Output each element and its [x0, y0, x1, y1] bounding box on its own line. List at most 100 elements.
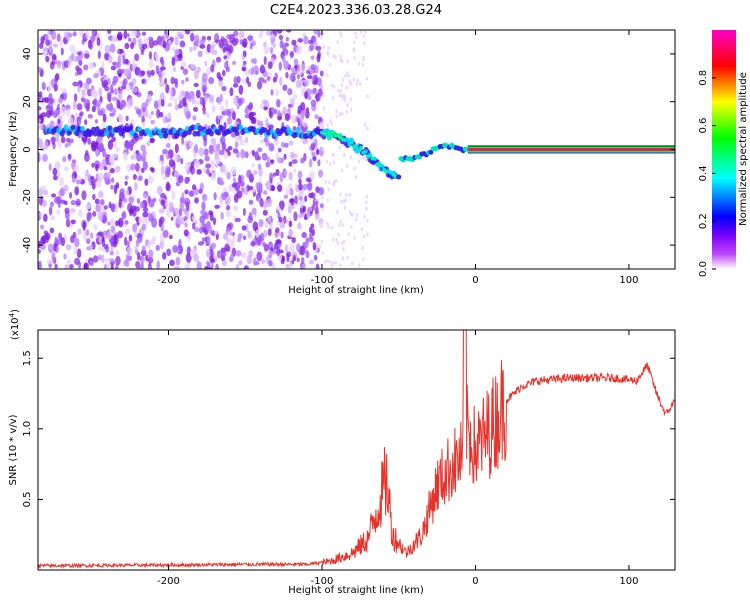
noise-speck — [138, 217, 142, 223]
noise-speck — [160, 98, 165, 107]
noise-speck — [241, 55, 245, 61]
noise-speck — [294, 195, 298, 205]
noise-speck — [283, 194, 289, 199]
noise-speck — [323, 259, 327, 264]
noise-speck — [64, 207, 70, 214]
noise-speck — [156, 260, 161, 269]
noise-speck — [225, 205, 231, 211]
noise-speck — [258, 219, 264, 228]
noise-speck — [316, 94, 321, 102]
noise-speck — [40, 185, 47, 191]
noise-speck — [268, 259, 273, 267]
noise-speck — [183, 216, 188, 222]
noise-speck — [58, 232, 63, 241]
noise-speck — [278, 216, 283, 223]
noise-speck — [90, 175, 94, 186]
noise-speck — [227, 230, 234, 236]
x-tick-label: 0 — [472, 576, 478, 587]
noise-speck — [288, 261, 293, 269]
noise-speck — [77, 51, 82, 56]
noise-speck — [178, 174, 184, 184]
noise-speck — [76, 248, 82, 259]
noise-speck — [297, 170, 303, 180]
noise-speck — [142, 43, 148, 50]
noise-speck — [140, 144, 146, 152]
noise-speck — [281, 256, 285, 262]
noise-speck — [219, 164, 226, 173]
noise-speck — [124, 220, 129, 225]
noise-speck — [292, 153, 298, 158]
noise-speck — [277, 116, 283, 121]
noise-speck — [95, 163, 99, 172]
noise-speck — [236, 190, 243, 199]
noise-speck — [331, 95, 335, 100]
noise-speck — [336, 240, 340, 245]
noise-speck — [288, 171, 293, 181]
noise-speck — [289, 243, 295, 254]
noise-speck — [210, 250, 215, 258]
noise-speck — [124, 58, 129, 65]
noise-speck — [175, 215, 181, 225]
noise-speck — [159, 216, 165, 224]
noise-speck — [345, 192, 348, 197]
noise-speck — [341, 111, 344, 116]
noise-speck — [188, 140, 194, 148]
noise-speck — [337, 232, 340, 237]
noise-speck — [179, 40, 186, 48]
noise-speck — [204, 212, 209, 220]
noise-speck — [63, 184, 69, 192]
noise-speck — [346, 255, 349, 260]
noise-speck — [108, 164, 112, 170]
noise-speck — [353, 40, 356, 45]
noise-speck — [97, 210, 104, 221]
noise-speck — [230, 166, 237, 176]
noise-speck — [202, 110, 207, 115]
noise-speck — [346, 103, 349, 108]
noise-speck — [197, 50, 203, 58]
noise-speck — [136, 152, 142, 162]
noise-speck — [241, 67, 247, 72]
noise-speck — [44, 34, 49, 40]
noise-speck — [336, 39, 339, 44]
noise-speck — [130, 163, 136, 171]
noise-speck — [159, 239, 164, 250]
noise-speck — [219, 115, 223, 120]
noise-speck — [355, 35, 358, 40]
noise-speck — [97, 231, 104, 236]
noise-speck — [162, 175, 167, 180]
noise-speck — [108, 201, 112, 209]
noise-speck — [229, 33, 236, 44]
noise-speck — [205, 67, 212, 76]
noise-speck — [146, 140, 151, 147]
noise-speck — [123, 188, 130, 198]
noise-speck — [332, 54, 335, 59]
noise-speck — [355, 82, 358, 87]
noise-speck — [38, 124, 44, 130]
noise-speck — [249, 42, 253, 50]
noise-speck — [205, 163, 211, 169]
noise-speck — [270, 33, 275, 39]
colorbar-tick-label: 0.6 — [698, 118, 709, 134]
noise-speck — [360, 30, 363, 35]
noise-speck — [307, 181, 313, 191]
noise-speck — [332, 160, 336, 165]
noise-speck — [271, 185, 276, 192]
noise-speck — [50, 60, 55, 66]
noise-speck — [247, 35, 253, 41]
noise-speck — [242, 38, 248, 48]
noise-speck — [208, 210, 213, 216]
noise-speck — [90, 89, 97, 98]
noise-speck — [65, 243, 72, 251]
noise-speck — [344, 197, 347, 202]
noise-speck — [98, 142, 104, 153]
noise-speck — [270, 89, 274, 96]
noise-speck — [296, 73, 301, 80]
noise-speck — [191, 184, 197, 191]
noise-speck — [184, 263, 189, 269]
noise-speck — [339, 219, 342, 224]
noise-speck — [147, 241, 152, 250]
noise-speck — [288, 229, 293, 238]
noise-speck — [330, 121, 333, 126]
noise-speck — [148, 39, 155, 49]
noise-speck — [278, 61, 283, 71]
